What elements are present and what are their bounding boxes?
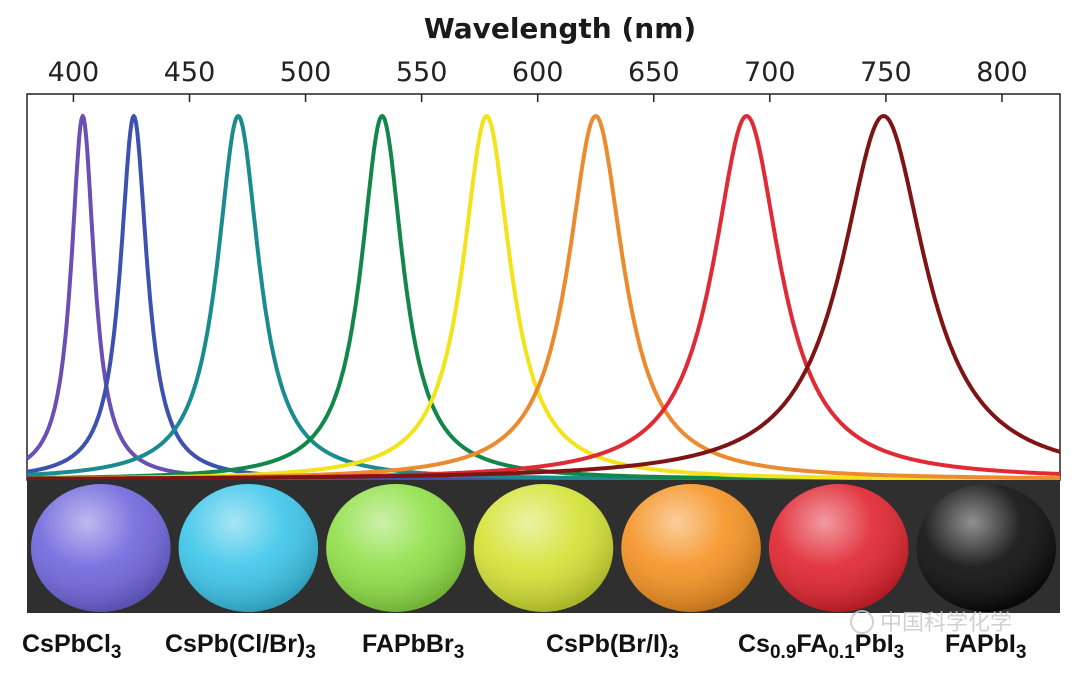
vial-sheen-4 bbox=[473, 484, 614, 612]
x-tick-label-400: 400 bbox=[48, 57, 100, 88]
x-tick-label-550: 550 bbox=[396, 57, 448, 88]
vial-sheen-2 bbox=[178, 484, 319, 612]
wechat-icon bbox=[850, 610, 874, 634]
x-tick-label-650: 650 bbox=[628, 57, 680, 88]
label-cspb-br-i3: CsPb(Br/I)3 bbox=[546, 630, 679, 663]
label-cspbcl3: CsPbCl3 bbox=[22, 630, 121, 663]
x-axis-title: Wavelength (nm) bbox=[424, 12, 696, 45]
sample-vials bbox=[31, 484, 1056, 612]
label-cs09fa01pbi3: Cs0.9FA0.1PbI3 bbox=[738, 630, 904, 663]
spectrum-curve-8 bbox=[26, 114, 1061, 481]
label-fapbbr3: FAPbBr3 bbox=[362, 630, 464, 663]
watermark-text: 中国科学化学 bbox=[880, 611, 1012, 636]
spectra-curves bbox=[25, 114, 1061, 482]
x-tick-label-500: 500 bbox=[280, 57, 332, 88]
x-tick-label-450: 450 bbox=[164, 57, 216, 88]
vial-sheen-7 bbox=[916, 484, 1056, 612]
label-cspb-cl-br3: CsPb(Cl/Br)3 bbox=[165, 630, 316, 663]
sample-photo-strip bbox=[27, 480, 1060, 613]
label-fapbi3: FAPbI3 bbox=[945, 630, 1026, 663]
plot-frame bbox=[26, 93, 1061, 481]
x-tick-label-750: 750 bbox=[860, 57, 912, 88]
x-tick-label-600: 600 bbox=[512, 57, 564, 88]
x-tick-label-800: 800 bbox=[976, 57, 1028, 88]
x-tick-label-700: 700 bbox=[744, 57, 796, 88]
x-tick-labels: 400 450 500 550 600 650 700 750 800 bbox=[48, 57, 1028, 88]
vial-sheen-1 bbox=[31, 484, 171, 612]
vial-sheen-5 bbox=[621, 484, 761, 612]
vial-sheen-6 bbox=[768, 484, 909, 612]
vial-sheen-3 bbox=[326, 484, 466, 612]
x-tick-marks bbox=[72, 94, 1003, 102]
watermark: 中国科学化学 bbox=[850, 610, 1012, 636]
